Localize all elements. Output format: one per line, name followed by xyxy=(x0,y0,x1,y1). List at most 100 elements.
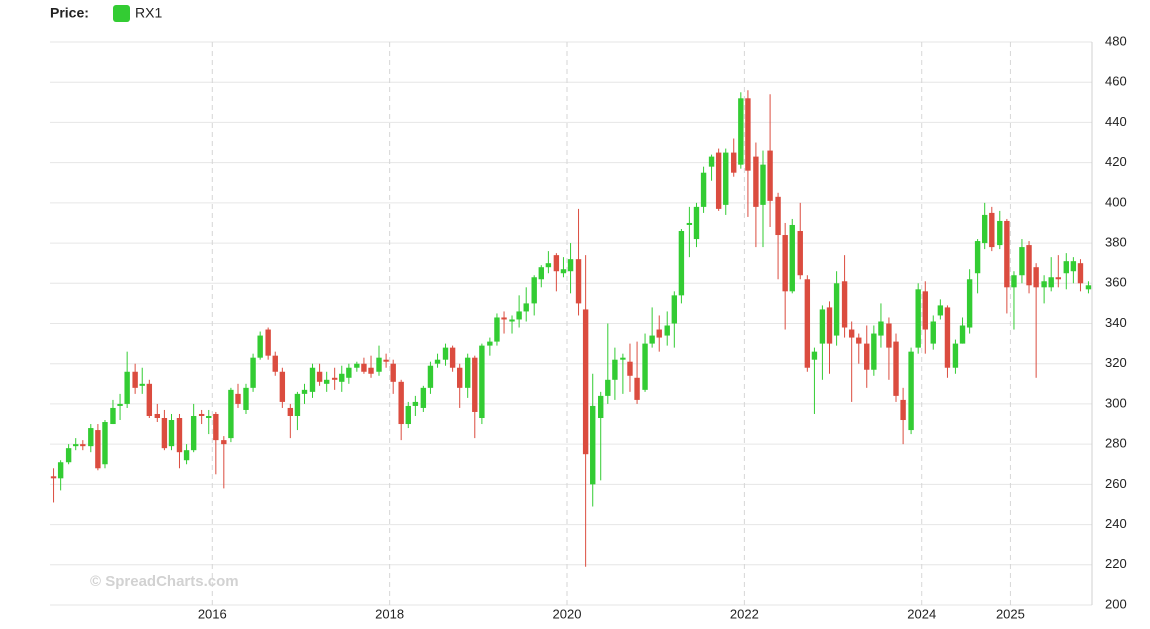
candle-body xyxy=(731,152,737,173)
candle-body xyxy=(848,329,855,338)
candle-body xyxy=(198,413,205,416)
candle-body xyxy=(272,355,278,372)
candle-body xyxy=(582,309,589,455)
candle-body xyxy=(864,343,870,370)
legend-title: Price: xyxy=(50,5,89,21)
y-tick-label: 360 xyxy=(1105,275,1127,290)
candle-body xyxy=(782,235,788,292)
candle-body xyxy=(567,259,574,272)
candle-body xyxy=(997,220,1003,246)
candle-body xyxy=(190,415,197,451)
candle-body xyxy=(354,363,360,368)
candle-body xyxy=(656,329,662,338)
candle-body xyxy=(886,323,892,348)
candle-body xyxy=(516,311,522,320)
candle-body xyxy=(700,172,707,207)
candle-body xyxy=(95,430,101,469)
candle-body xyxy=(50,476,57,479)
candle-body xyxy=(678,231,685,296)
candle-body xyxy=(634,377,640,400)
candle-body xyxy=(228,389,234,439)
candle-body xyxy=(531,277,537,304)
candle-body xyxy=(974,241,981,274)
candle-body xyxy=(989,212,995,248)
candle-body xyxy=(117,403,123,406)
candle-body xyxy=(301,389,308,394)
candle-body xyxy=(243,387,249,410)
candle-body xyxy=(323,379,330,384)
candle-body xyxy=(833,283,840,336)
candle-body xyxy=(368,367,374,374)
candle-body xyxy=(1011,275,1017,288)
candle-body xyxy=(250,357,256,388)
candle-body xyxy=(361,363,367,372)
candle-body xyxy=(376,357,382,372)
y-tick-label: 480 xyxy=(1105,33,1127,48)
candle-body xyxy=(1026,245,1032,286)
candle-body xyxy=(257,335,263,358)
y-tick-label: 260 xyxy=(1105,476,1127,491)
candle-body xyxy=(590,405,596,485)
candle-body xyxy=(80,444,86,447)
x-tick-label: 2020 xyxy=(553,606,582,621)
candle-body xyxy=(398,381,404,425)
watermark: © SpreadCharts.com xyxy=(90,573,239,590)
y-tick-label: 440 xyxy=(1105,114,1127,129)
candle-body xyxy=(316,371,323,382)
candle-body xyxy=(767,150,773,201)
candle-body xyxy=(168,420,175,447)
candle-body xyxy=(161,418,168,449)
x-tick-label: 2025 xyxy=(996,606,1025,621)
candle-body xyxy=(139,383,145,386)
candle-body xyxy=(501,317,507,320)
candle-body xyxy=(383,359,389,362)
candle-body xyxy=(509,319,515,322)
candle-body xyxy=(434,359,441,364)
candle-body xyxy=(560,269,567,274)
candle-body xyxy=(841,281,848,328)
candle-body xyxy=(605,379,611,396)
candle-body xyxy=(146,383,153,416)
candle-body xyxy=(811,351,818,360)
candle-body xyxy=(124,371,130,404)
candle-body xyxy=(206,415,212,419)
candle-body xyxy=(457,367,463,388)
candle-body xyxy=(494,317,500,342)
candle-body xyxy=(944,307,951,368)
candle-body xyxy=(1063,261,1069,274)
candle-body xyxy=(760,164,766,205)
candle-body xyxy=(346,367,352,378)
candle-body xyxy=(775,196,781,236)
candle-body xyxy=(900,399,906,421)
candle-body xyxy=(1033,267,1039,288)
candle-body xyxy=(745,98,751,171)
candle-body xyxy=(693,206,700,240)
candle-body xyxy=(915,289,921,348)
x-tick-label: 2024 xyxy=(907,606,936,621)
y-tick-label: 340 xyxy=(1105,315,1127,330)
candle-body xyxy=(472,357,478,412)
candle-body xyxy=(331,377,338,380)
candle-body xyxy=(427,365,434,388)
candle-body xyxy=(856,337,862,344)
candle-body xyxy=(412,401,419,406)
y-tick-label: 400 xyxy=(1105,194,1127,209)
candle-body xyxy=(154,413,161,419)
candle-body xyxy=(1041,281,1047,288)
legend-label: RX1 xyxy=(135,5,162,21)
candle-body xyxy=(390,363,396,382)
candle-body xyxy=(183,450,190,461)
candle-body xyxy=(686,222,693,225)
y-tick-label: 460 xyxy=(1105,74,1127,89)
candle-body xyxy=(642,343,648,390)
candle-body xyxy=(265,329,271,356)
candle-body xyxy=(908,351,914,431)
candle-body xyxy=(553,255,560,272)
candle-body xyxy=(753,156,759,207)
candle-body xyxy=(294,393,301,416)
y-tick-label: 420 xyxy=(1105,154,1127,169)
candle-body xyxy=(88,428,94,447)
candle-body xyxy=(235,393,241,404)
candle-body xyxy=(1085,285,1092,290)
candle-body xyxy=(102,422,108,465)
